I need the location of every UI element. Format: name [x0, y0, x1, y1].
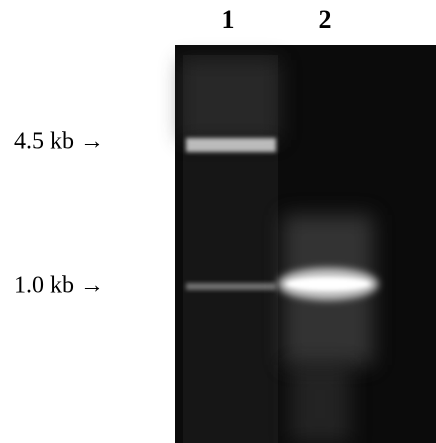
band-1-0kb-lane-2 [286, 277, 370, 291]
lane-2-tail [290, 365, 350, 443]
band-1-0kb-lane-1 [186, 283, 276, 290]
lane-label: 2 [319, 5, 332, 34]
page: {"lanes": {"labels": ["1", "2"]}, "marke… [0, 0, 436, 443]
lane-label: 1 [222, 5, 235, 34]
lane-1-smear [180, 60, 280, 140]
band-4-5kb [186, 138, 276, 152]
gel-figure: 1 2 4.5 kb → 1.0 kb → [0, 0, 436, 443]
size-marker: 4.5 kb → [14, 129, 104, 155]
size-marker: 1.0 kb → [14, 273, 104, 299]
